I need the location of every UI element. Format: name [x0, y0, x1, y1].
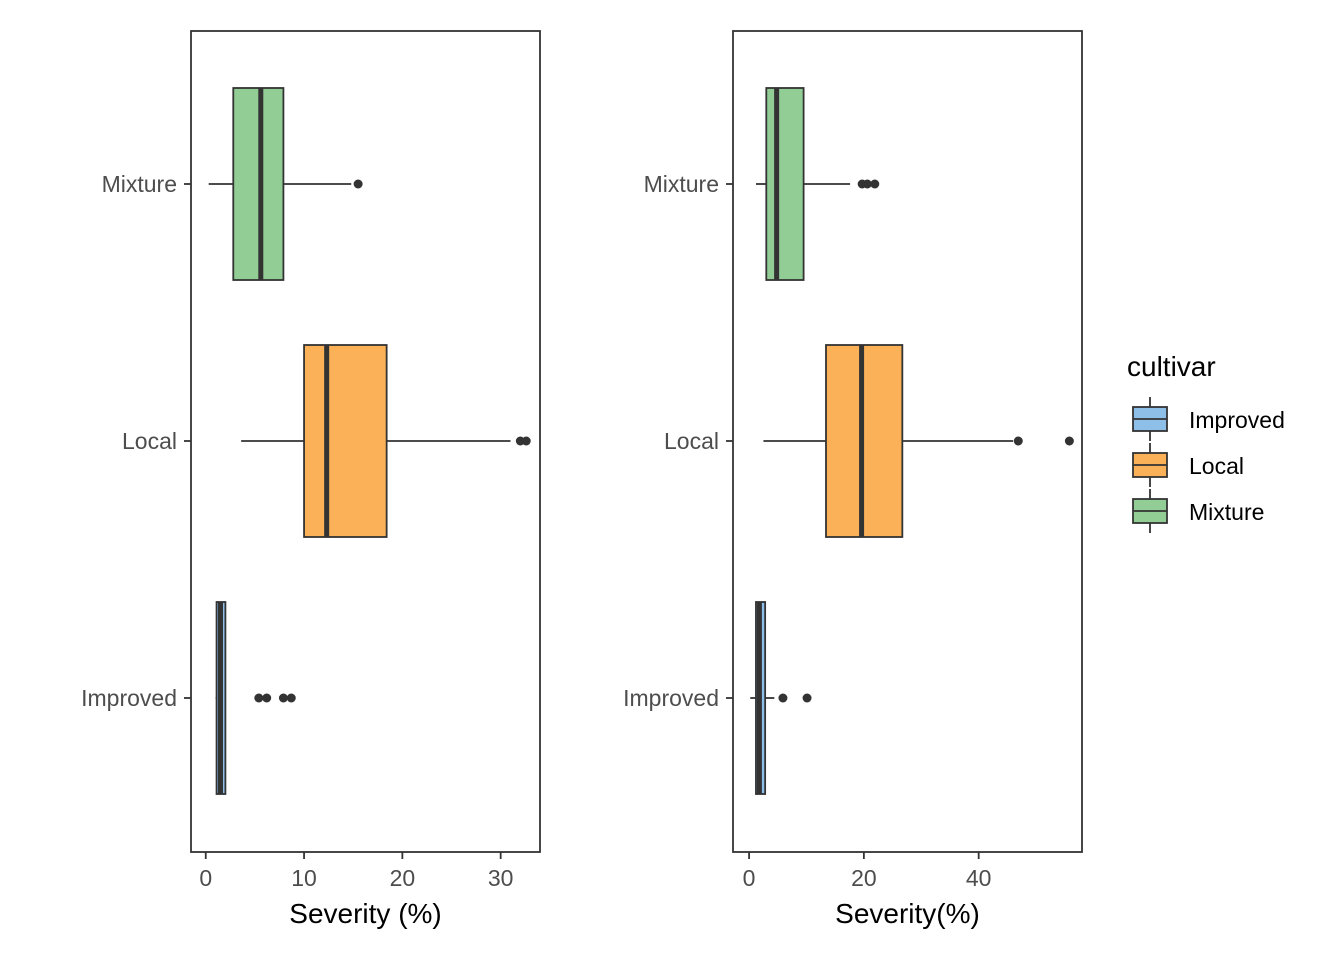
legend-item-local: Local — [1132, 443, 1244, 487]
x-tick-label: 20 — [851, 865, 877, 891]
box-improved — [215, 601, 296, 795]
legend-items: Improved Local Mixture — [1132, 397, 1285, 533]
outlier-point — [278, 693, 288, 703]
x-tick-label: 10 — [291, 865, 317, 891]
x-axis-title: Severity (%) — [289, 898, 441, 929]
y-tick-label: Local — [122, 428, 177, 454]
box-local — [763, 344, 1074, 538]
x-axis-title: Severity(%) — [835, 898, 980, 929]
legend: cultivar Improved Local Mixture — [1127, 351, 1285, 533]
outlier-point — [254, 693, 264, 703]
legend-item-improved: Improved — [1132, 397, 1285, 441]
outlier-point — [353, 179, 363, 189]
panel-2: 0 20 40 Severity(%) Improved Local Mixture — [623, 30, 1083, 929]
panel-1: 0 10 20 30 Severity (%) Improved Local Mixture — [81, 30, 541, 929]
outlier-point — [862, 179, 872, 189]
x-tick-label: 30 — [488, 865, 514, 891]
x-tick-label: 0 — [743, 865, 756, 891]
box-local — [241, 344, 531, 538]
x-tick-label: 0 — [199, 865, 212, 891]
x-tick-label: 20 — [390, 865, 416, 891]
y-tick-label: Mixture — [102, 171, 177, 197]
outlier-point — [1013, 436, 1023, 446]
outlier-point — [286, 693, 296, 703]
y-tick-label: Local — [664, 428, 719, 454]
box-mixture — [208, 87, 363, 281]
y-tick-label: Mixture — [644, 171, 719, 197]
legend-label: Local — [1189, 453, 1244, 479]
iqr-box — [825, 344, 904, 538]
legend-label: Mixture — [1189, 499, 1264, 525]
iqr-box — [765, 87, 805, 281]
y-tick-label: Improved — [623, 685, 719, 711]
outlier-point — [1064, 436, 1074, 446]
outlier-point — [521, 436, 531, 446]
y-tick-label: Improved — [81, 685, 177, 711]
outlier-point — [262, 693, 272, 703]
outlier-point — [870, 179, 880, 189]
iqr-box — [303, 344, 388, 538]
legend-title: cultivar — [1127, 351, 1216, 382]
box-mixture — [755, 87, 880, 281]
x-tick-label: 40 — [966, 865, 992, 891]
outlier-point — [778, 693, 788, 703]
legend-label: Improved — [1189, 407, 1285, 433]
outlier-point — [802, 693, 812, 703]
legend-item-mixture: Mixture — [1132, 489, 1264, 533]
box-improved — [750, 601, 812, 795]
